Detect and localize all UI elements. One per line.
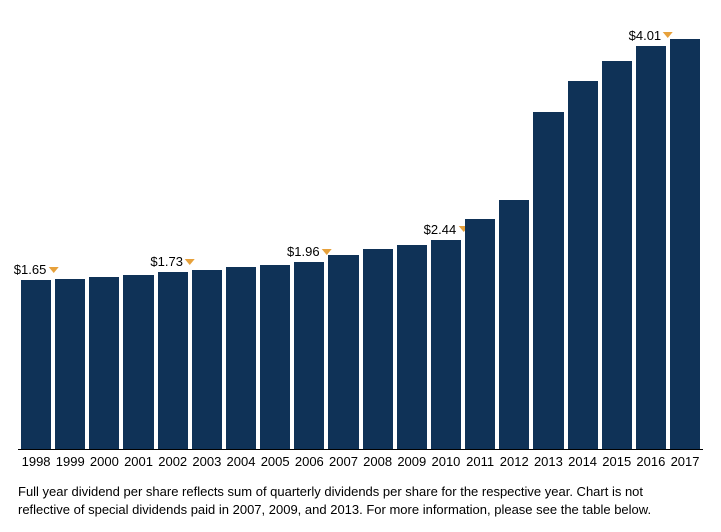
bar-2013 <box>533 112 563 449</box>
x-tick: 2016 <box>636 454 666 469</box>
bar-2004 <box>226 267 256 449</box>
bar-2015 <box>602 61 632 449</box>
dividend-bar-chart: $1.65 $1.73 $1.96 $2.44 $4.01 <box>18 20 703 450</box>
x-tick: 1998 <box>21 454 51 469</box>
x-tick: 2017 <box>670 454 700 469</box>
bar-2007 <box>328 255 358 449</box>
x-tick: 2015 <box>602 454 632 469</box>
x-tick: 2003 <box>192 454 222 469</box>
x-tick: 2013 <box>533 454 563 469</box>
x-axis: 1998 1999 2000 2001 2002 2003 2004 2005 2006 2007… <box>18 450 703 469</box>
bar-2016: $4.01 <box>636 46 666 449</box>
bar-2002: $1.73 <box>158 272 188 449</box>
bar-2014 <box>568 81 598 449</box>
bar-2000 <box>89 277 119 449</box>
bar-annotation: $1.73 <box>150 254 195 269</box>
bar-1998: $1.65 <box>21 280 51 449</box>
marker-icon <box>663 32 673 38</box>
x-tick: 2012 <box>499 454 529 469</box>
bar-annotation: $1.65 <box>14 262 59 277</box>
bar-1999 <box>55 279 85 449</box>
x-tick: 2005 <box>260 454 290 469</box>
x-tick: 2006 <box>294 454 324 469</box>
x-tick: 2004 <box>226 454 256 469</box>
x-tick: 2011 <box>465 454 495 469</box>
x-tick: 1999 <box>55 454 85 469</box>
bar-2001 <box>123 275 153 449</box>
x-tick: 2008 <box>363 454 393 469</box>
bar-2006: $1.96 <box>294 262 324 449</box>
marker-icon <box>322 249 332 255</box>
bar-2008 <box>363 249 393 449</box>
x-tick: 2007 <box>328 454 358 469</box>
marker-icon <box>185 259 195 265</box>
bar-2003 <box>192 270 222 449</box>
x-tick: 2010 <box>431 454 461 469</box>
bar-2010: $2.44 <box>431 240 461 449</box>
bar-2017 <box>670 39 700 449</box>
x-tick: 2002 <box>158 454 188 469</box>
x-tick: 2001 <box>123 454 153 469</box>
x-tick: 2014 <box>568 454 598 469</box>
bar-2005 <box>260 265 290 449</box>
chart-footnote: Full year dividend per share reflects su… <box>18 483 678 518</box>
marker-icon <box>48 267 58 273</box>
x-tick: 2000 <box>89 454 119 469</box>
x-tick: 2009 <box>397 454 427 469</box>
bar-2009 <box>397 245 427 449</box>
bar-annotation: $1.96 <box>287 244 332 259</box>
bar-2012 <box>499 200 529 449</box>
bar-2011 <box>465 219 495 449</box>
bar-annotation: $2.44 <box>424 222 469 237</box>
bar-annotation: $4.01 <box>629 28 674 43</box>
